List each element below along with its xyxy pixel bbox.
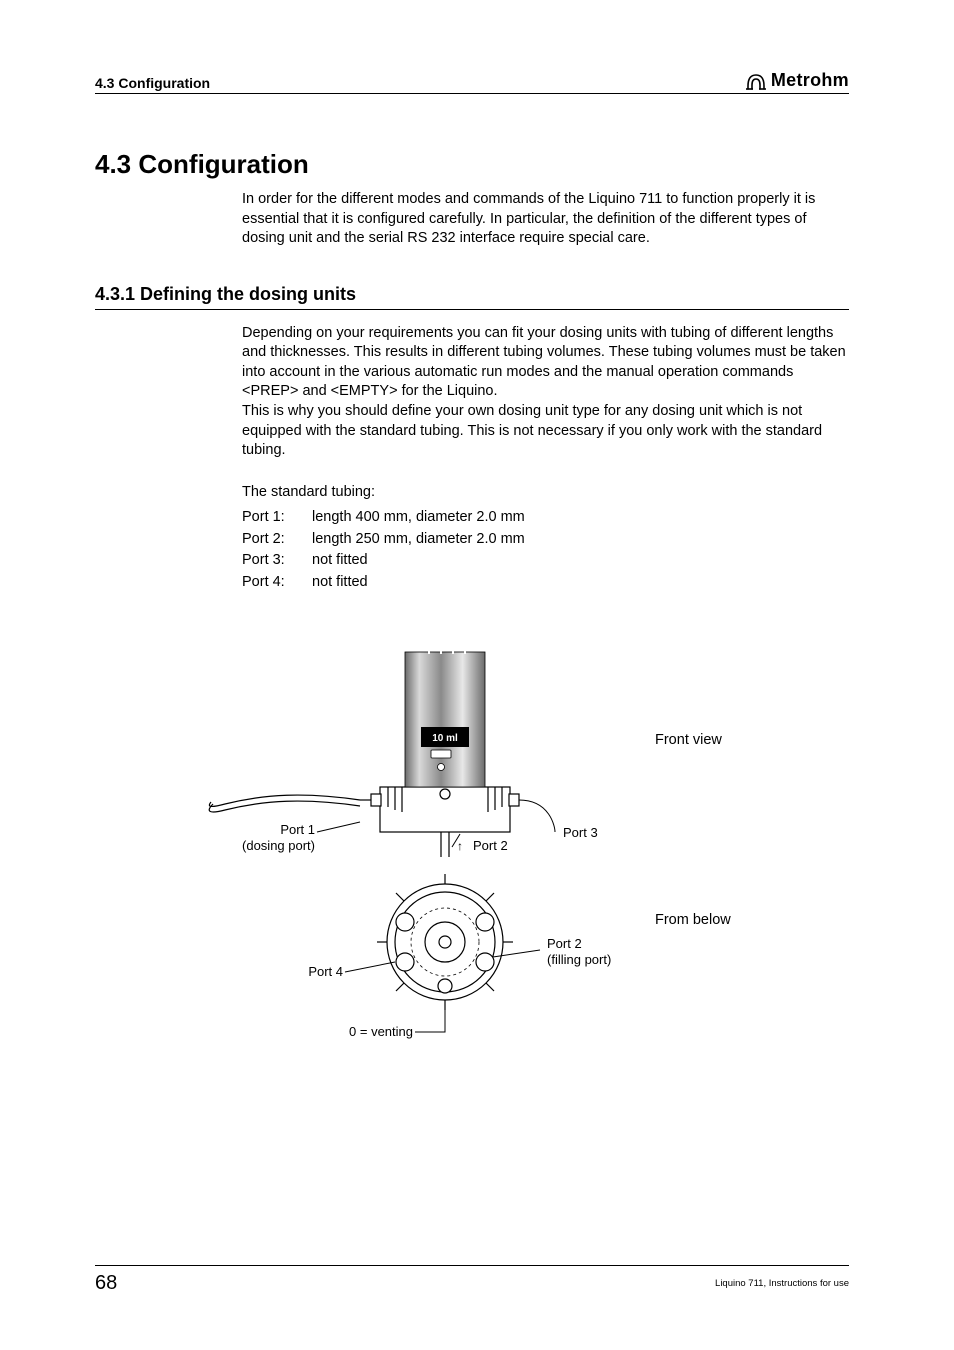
section-heading: 4.3 Configuration bbox=[95, 149, 849, 180]
label-venting: 0 = venting bbox=[325, 1024, 413, 1040]
port-label: Port 4: bbox=[242, 573, 312, 593]
label-port4: Port 4 bbox=[293, 964, 343, 980]
subsection-heading: 4.3.1 Defining the dosing units bbox=[95, 284, 356, 304]
label-from-below: From below bbox=[655, 912, 731, 928]
label-port1: Port 1 (dosing port) bbox=[225, 822, 315, 853]
subsection-para2: This is why you should define your own d… bbox=[242, 402, 849, 461]
cylinder-label-text: 10 ml bbox=[432, 733, 458, 744]
port-label: Port 3: bbox=[242, 551, 312, 571]
footer-doc-title: Liquino 711, Instructions for use bbox=[715, 1278, 849, 1289]
standard-tubing-label: The standard tubing: bbox=[242, 483, 849, 503]
subsection-para1: Depending on your requirements you can f… bbox=[242, 324, 849, 402]
port-value: length 400 mm, diameter 2.0 mm bbox=[312, 508, 849, 528]
brand-logo: Metrohm bbox=[745, 70, 849, 91]
page-number: 68 bbox=[95, 1272, 117, 1295]
label-front-view: Front view bbox=[655, 732, 722, 748]
port-value: not fitted bbox=[312, 573, 849, 593]
port-label: Port 1: bbox=[242, 508, 312, 528]
svg-text:↑: ↑ bbox=[457, 839, 463, 853]
metrohm-omega-icon bbox=[745, 71, 767, 91]
subsection-heading-row: 4.3.1 Defining the dosing units bbox=[95, 284, 849, 310]
label-port2-bottom: Port 2 (filling port) bbox=[547, 936, 611, 967]
port-label: Port 2: bbox=[242, 530, 312, 550]
figure-svg: 10 ml ↑ bbox=[95, 632, 849, 1062]
label-port2-top: Port 2 bbox=[473, 838, 508, 854]
page-footer: 68 Liquino 711, Instructions for use bbox=[95, 1265, 849, 1295]
dosing-unit-figure: 10 ml ↑ bbox=[95, 632, 849, 1062]
running-title: 4.3 Configuration bbox=[95, 75, 210, 91]
port-table: Port 1: length 400 mm, diameter 2.0 mm P… bbox=[242, 508, 849, 592]
brand-name: Metrohm bbox=[771, 70, 849, 91]
port-value: not fitted bbox=[312, 551, 849, 571]
label-port3: Port 3 bbox=[563, 825, 598, 841]
section-intro: In order for the different modes and com… bbox=[242, 190, 849, 249]
running-header: 4.3 Configuration Metrohm bbox=[95, 70, 849, 94]
port-value: length 250 mm, diameter 2.0 mm bbox=[312, 530, 849, 550]
